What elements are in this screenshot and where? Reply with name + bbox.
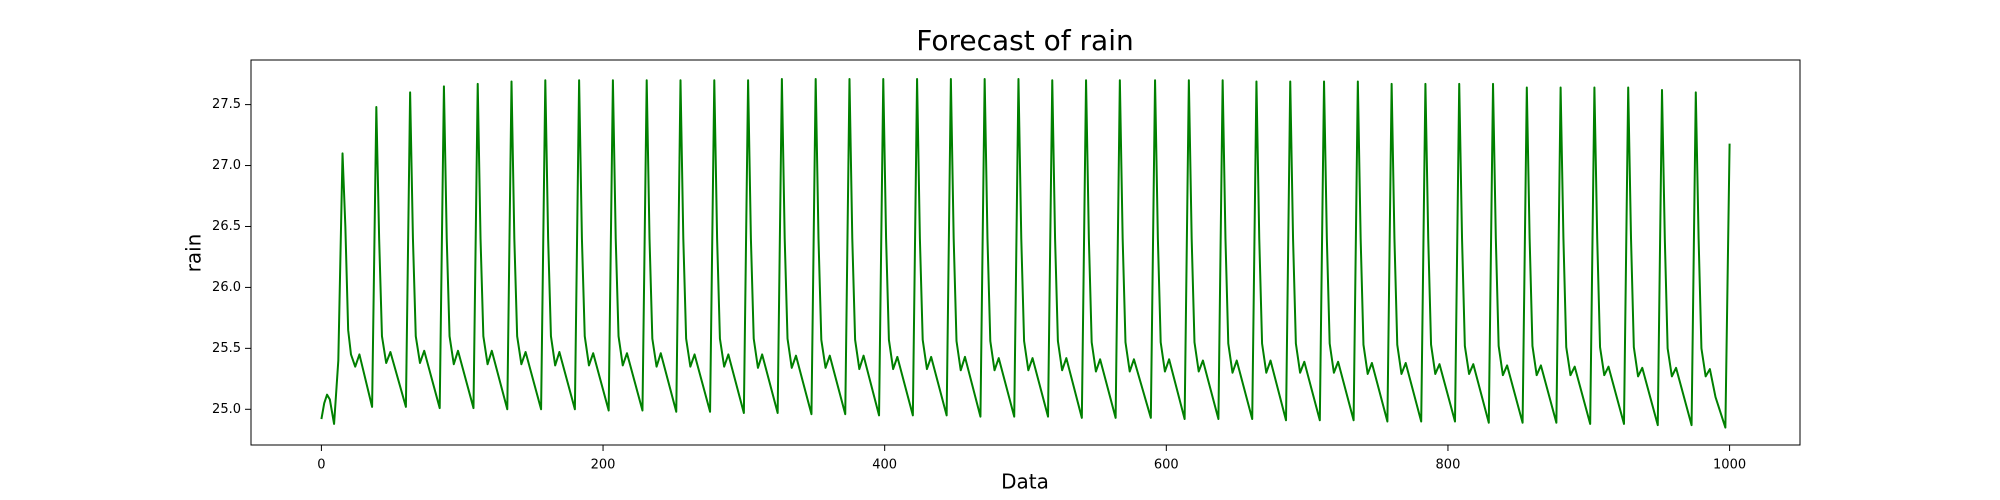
y-tick-label: 25.5 (212, 341, 241, 356)
x-tick-label: 0 (317, 458, 325, 473)
x-tick-label: 600 (1154, 458, 1179, 473)
x-tick-label: 800 (1436, 458, 1461, 473)
x-tick-label: 200 (591, 458, 616, 473)
plot-frame (250, 59, 1801, 446)
y-tick-label: 27.5 (212, 97, 241, 112)
x-tick-label: 400 (872, 458, 897, 473)
x-tick-label: 1000 (1713, 458, 1746, 473)
y-tick-label: 27.0 (212, 158, 241, 173)
y-tick-label: 25.0 (212, 402, 241, 417)
x-axis-label: Data (1001, 470, 1049, 494)
y-axis-label: rain (182, 234, 206, 273)
y-tick-label: 26.0 (212, 280, 241, 295)
chart-title: Forecast of rain (916, 24, 1133, 57)
data-line (320, 78, 1731, 429)
y-tick-label: 26.5 (212, 219, 241, 234)
